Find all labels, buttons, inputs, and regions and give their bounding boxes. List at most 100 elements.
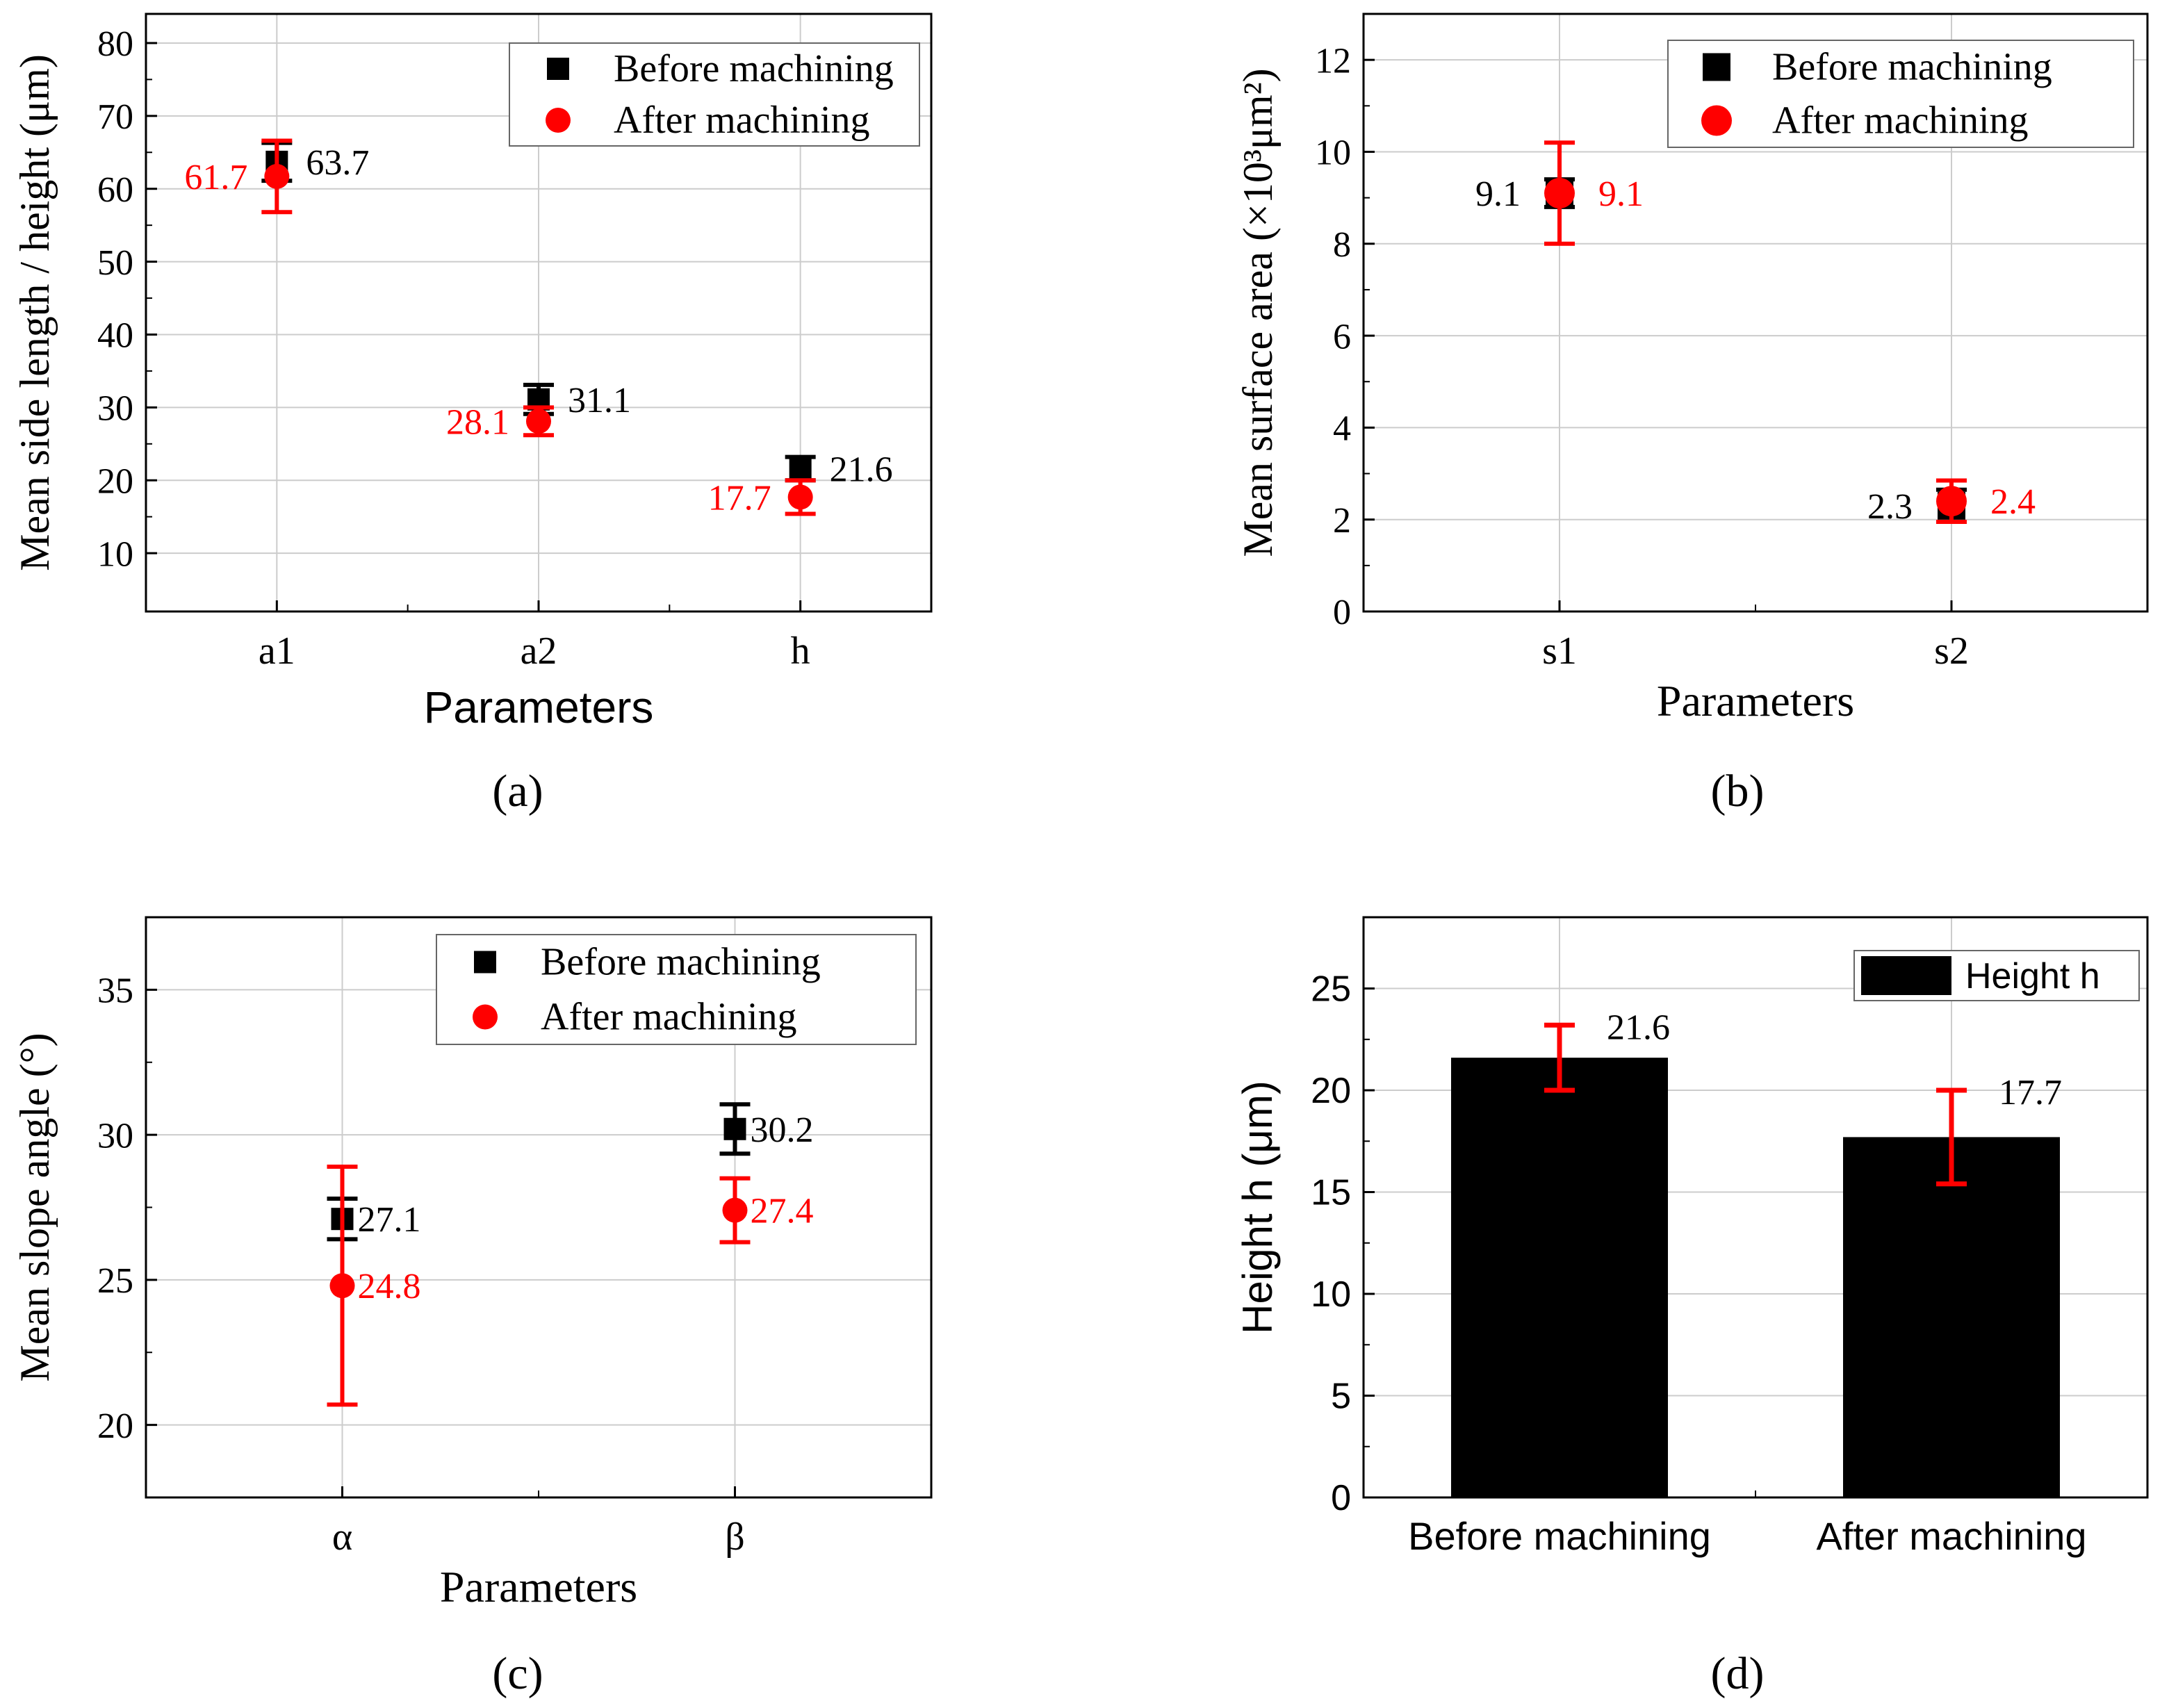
data-label: 17.7 bbox=[1999, 1073, 2062, 1112]
y-tick-label: 15 bbox=[1311, 1173, 1351, 1213]
x-tick-label: h bbox=[791, 630, 810, 673]
data-label: 9.1 bbox=[1598, 174, 1644, 214]
y-tick-label: 25 bbox=[97, 1261, 133, 1301]
y-tick-label: 20 bbox=[97, 461, 133, 501]
x-tick-label: s1 bbox=[1542, 630, 1577, 673]
legend-marker-circle bbox=[1701, 105, 1732, 136]
chart-c: 20 25 30 35 α β Parameters Mean slope angle (°)… bbox=[12, 916, 933, 1699]
data-label: 28.1 bbox=[446, 402, 509, 442]
x-tick-label: s2 bbox=[1934, 630, 1969, 673]
y-tick-label: 40 bbox=[97, 316, 133, 356]
data-label: 30.2 bbox=[751, 1110, 814, 1150]
y-tick-label: 4 bbox=[1333, 409, 1351, 449]
legend-label: Before machining bbox=[1772, 46, 2052, 89]
chart-b: 0 2 4 6 8 10 12 s1 s2 Parameters Mean surface area… bbox=[1235, 13, 2149, 816]
legend-marker-circle bbox=[473, 1004, 498, 1030]
data-label: 21.6 bbox=[830, 450, 893, 489]
legend-box bbox=[509, 42, 920, 147]
x-axis-title: Parameters bbox=[1657, 676, 1854, 725]
legend-marker-square bbox=[547, 58, 569, 80]
legend-box bbox=[436, 934, 917, 1045]
legend-marker-square bbox=[1703, 53, 1730, 81]
x-tick-label: a2 bbox=[521, 630, 557, 673]
data-label: 24.8 bbox=[358, 1267, 421, 1306]
y-tick-label: 12 bbox=[1315, 41, 1351, 81]
chart-d: 0 5 10 15 20 25 Before machining After machinin… bbox=[1234, 916, 2149, 1699]
legend-marker-circle bbox=[546, 108, 571, 133]
data-label: 31.1 bbox=[568, 381, 631, 420]
data-marks: 27.1 30.2 24.8 27.4 bbox=[327, 1102, 814, 1407]
bar bbox=[1843, 1137, 2060, 1497]
data-label: 2.4 bbox=[1990, 482, 2036, 522]
legend-label: Height h bbox=[1965, 956, 2100, 996]
y-axis-title: Height h (μm) bbox=[1234, 1081, 1281, 1334]
point-circle bbox=[1936, 486, 1967, 517]
legend-swatch bbox=[1861, 956, 1951, 995]
x-axis: a1 a2 h bbox=[145, 600, 932, 673]
legend: Height h bbox=[1853, 950, 2140, 1001]
bar bbox=[1451, 1058, 1668, 1497]
data-label: 21.6 bbox=[1607, 1008, 1670, 1047]
y-axis-title: Mean slope angle (°) bbox=[12, 1033, 58, 1381]
point-square bbox=[723, 1117, 746, 1140]
point-circle bbox=[264, 163, 290, 189]
y-axis: 0 5 10 15 20 25 bbox=[1311, 969, 1375, 1518]
x-tick-label: Before machining bbox=[1408, 1514, 1711, 1558]
y-tick-label: 25 bbox=[1311, 969, 1351, 1010]
legend-label: After machining bbox=[1772, 99, 2029, 142]
data-label: 61.7 bbox=[184, 158, 247, 197]
legend-label: Before machining bbox=[541, 941, 821, 984]
y-axis: 20 25 30 35 bbox=[97, 971, 157, 1446]
point-circle bbox=[526, 409, 551, 434]
y-tick-label: 2 bbox=[1333, 501, 1351, 541]
x-tick-label: After machining bbox=[1816, 1514, 2086, 1558]
x-axis: Before machining After machining bbox=[1363, 1486, 2148, 1558]
x-axis: s1 s2 bbox=[1363, 600, 2148, 673]
y-tick-label: 0 bbox=[1331, 1478, 1351, 1518]
x-tick-label: β bbox=[725, 1516, 745, 1559]
point-circle bbox=[1544, 178, 1575, 208]
data-marks: 9.1 2.3 9.1 2.4 bbox=[1475, 140, 2036, 527]
legend-label: After machining bbox=[614, 99, 870, 142]
legend: Before machining After machining bbox=[1667, 40, 2134, 148]
x-tick-label: α bbox=[332, 1516, 352, 1559]
y-tick-label: 30 bbox=[97, 1116, 133, 1156]
y-tick-label: 60 bbox=[97, 170, 133, 210]
data-marks: 21.6 17.7 bbox=[1451, 1008, 2062, 1497]
chart-a: 10 20 30 40 50 60 70 80 a1 a2 h Parameters Mean side… bbox=[12, 13, 933, 816]
y-tick-label: 5 bbox=[1331, 1377, 1351, 1417]
data-label: 9.1 bbox=[1475, 174, 1521, 214]
data-label: 17.7 bbox=[708, 478, 771, 518]
panel-caption: (b) bbox=[1711, 766, 1765, 816]
data-label: 27.1 bbox=[358, 1200, 421, 1240]
legend: Before machining After machining bbox=[509, 42, 920, 147]
x-axis-title: Parameters bbox=[440, 1562, 637, 1611]
data-label: 27.4 bbox=[751, 1192, 814, 1231]
y-tick-label: 8 bbox=[1333, 225, 1351, 265]
y-tick-label: 10 bbox=[1315, 133, 1351, 173]
y-tick-label: 20 bbox=[97, 1406, 133, 1446]
legend: Before machining After machining bbox=[436, 934, 917, 1045]
y-axis: 10 20 30 40 50 60 70 80 bbox=[97, 24, 157, 574]
point-circle bbox=[787, 484, 813, 510]
y-tick-label: 50 bbox=[97, 243, 133, 283]
x-axis-title: Parameters bbox=[424, 682, 654, 732]
data-marks: 63.7 31.1 21.6 61.7 28.1 17.7 bbox=[184, 138, 893, 518]
y-axis-title: Mean side length / height (μm) bbox=[12, 54, 58, 571]
legend-marker-square bbox=[474, 951, 496, 974]
y-axis-title: Mean surface area (×10³μm²) bbox=[1235, 68, 1281, 557]
panel-caption: (d) bbox=[1711, 1648, 1765, 1699]
x-tick-label: a1 bbox=[259, 630, 295, 673]
y-tick-label: 20 bbox=[1311, 1071, 1351, 1111]
y-tick-label: 10 bbox=[1311, 1274, 1351, 1315]
point-circle bbox=[329, 1273, 355, 1299]
panel-caption: (c) bbox=[492, 1648, 543, 1699]
point-circle bbox=[722, 1197, 748, 1223]
data-label: 63.7 bbox=[306, 143, 369, 183]
legend-box bbox=[1667, 40, 2134, 148]
data-label: 2.3 bbox=[1867, 487, 1913, 527]
y-tick-label: 10 bbox=[97, 534, 133, 574]
y-tick-label: 35 bbox=[97, 971, 133, 1011]
y-tick-label: 70 bbox=[97, 97, 133, 137]
